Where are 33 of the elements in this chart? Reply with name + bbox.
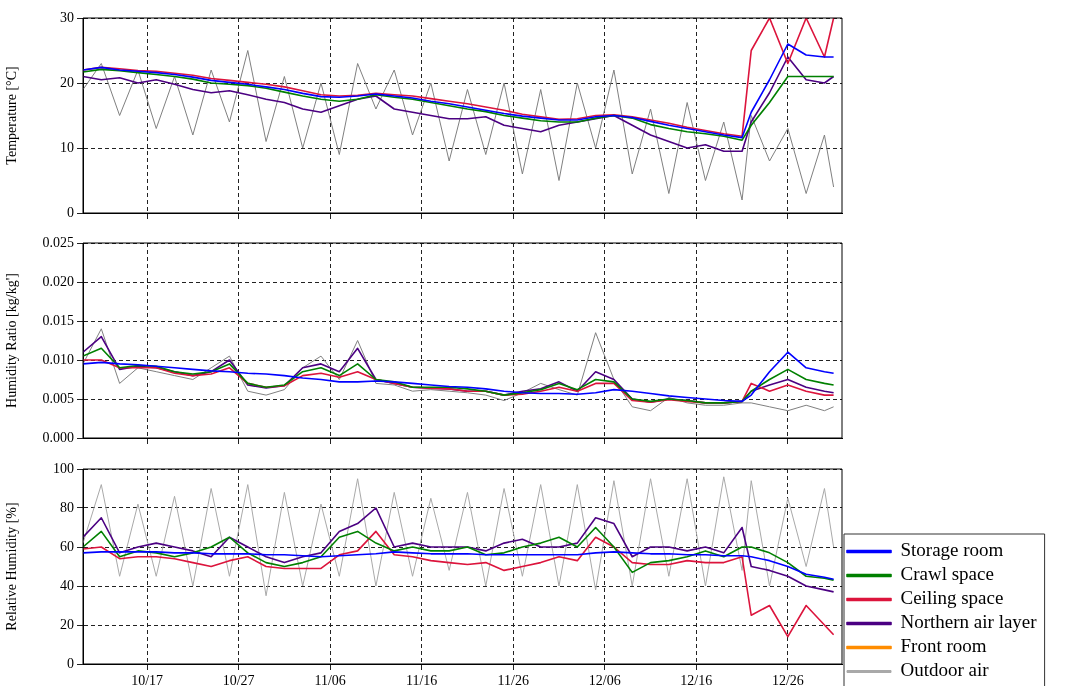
x-tick-label: 10/17: [131, 673, 164, 686]
y-axis-title: Temperature [°C]: [4, 66, 20, 165]
y-tick-label: 0.000: [42, 429, 74, 445]
y-tick-label: 80: [60, 499, 74, 515]
y-axis-title: Humidity Ratio [kg/kg']: [4, 273, 20, 408]
y-tick-label: 0.020: [42, 273, 74, 289]
y-tick-label: 20: [60, 616, 74, 632]
y-tick-label: 10: [60, 139, 74, 155]
y-axis-title: Relative Humidity [%]: [4, 502, 20, 631]
legend-label: Outdoor air: [900, 659, 990, 681]
y-tick-label: 0.005: [42, 390, 74, 406]
legend-label: Ceiling space: [900, 587, 1004, 609]
x-tick-label: 10/27: [222, 673, 255, 686]
y-tick-label: 0: [67, 655, 74, 671]
legend-label: Crawl space: [900, 563, 994, 585]
y-tick-label: 0: [67, 204, 74, 220]
x-tick-label: 12/26: [771, 673, 804, 686]
x-tick-label: 11/06: [314, 673, 346, 686]
x-tick-label: 12/16: [680, 673, 713, 686]
y-tick-label: 20: [60, 74, 74, 90]
y-tick-label: 0.010: [42, 351, 74, 367]
y-tick-label: 100: [53, 460, 74, 476]
legend-label: Storage room: [900, 539, 1004, 561]
legend-label: Front room: [900, 635, 987, 657]
y-tick-label: 60: [60, 538, 74, 554]
y-tick-label: 0.025: [42, 234, 74, 250]
legend-label: Northern air layer: [900, 611, 1038, 633]
y-tick-label: 30: [60, 9, 74, 25]
y-tick-label: 0.015: [42, 312, 74, 328]
y-tick-label: 40: [60, 577, 74, 593]
x-tick-label: 11/26: [497, 673, 529, 686]
x-tick-label: 12/06: [588, 673, 621, 686]
x-tick-label: 11/16: [406, 673, 438, 686]
